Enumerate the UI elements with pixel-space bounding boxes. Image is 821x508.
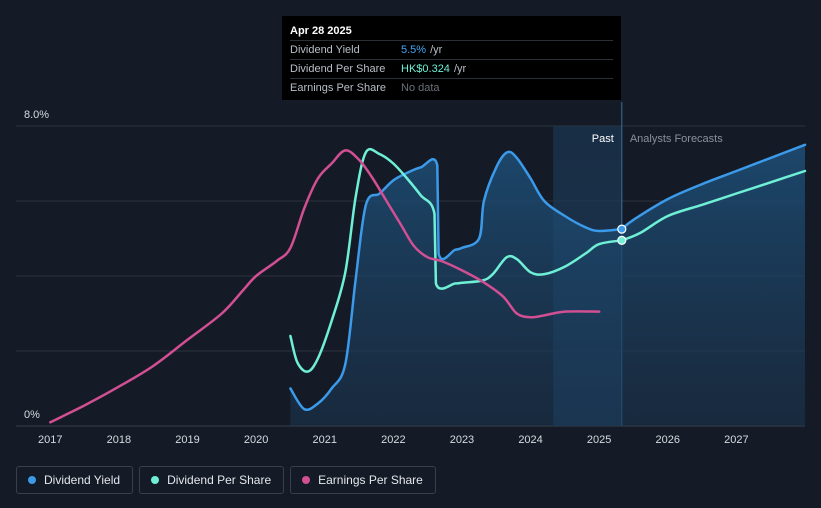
- line-layer: [49, 143, 807, 424]
- x-tick-label: 2024: [518, 434, 542, 446]
- tooltip-label: Dividend Yield: [290, 44, 360, 56]
- dividend-yield-line: [289, 150, 624, 412]
- x-tick-label: 2026: [656, 434, 680, 446]
- dividend-yield-marker: [617, 224, 627, 234]
- x-tick-label: 2021: [312, 434, 336, 446]
- tooltip: Apr 28 2025 Dividend Yield 5.5% /yr Divi…: [282, 16, 621, 100]
- earnings-per-share-line: [49, 149, 601, 424]
- tooltip-row-dividend-per-share: Dividend Per Share HK$0.324 /yr: [290, 60, 613, 79]
- tooltip-row-earnings-per-share: Earnings Per Share No data: [290, 79, 613, 97]
- legend-label: Earnings Per Share: [318, 473, 423, 487]
- x-tick-label: 2027: [724, 434, 748, 446]
- x-tick-label: 2018: [107, 434, 131, 446]
- dividend-yield-forecast-line: [620, 143, 807, 231]
- label-layer: 8.0% 0% 2017 2018 2019 2020 2021 2022 2023 2024 20…: [24, 109, 749, 446]
- tooltip-value: No data: [401, 82, 440, 94]
- tooltip-value: HK$0.324: [401, 63, 450, 75]
- dividend-per-share-line: [289, 147, 624, 373]
- legend: Dividend Yield Dividend Per Share Earnin…: [16, 466, 436, 494]
- legend-dot-icon: [302, 476, 311, 484]
- y-tick-label: 8.0%: [24, 109, 49, 121]
- legend-item-dividend-yield[interactable]: Dividend Yield: [16, 466, 134, 494]
- forecast-label: Analysts Forecasts: [630, 133, 723, 145]
- tooltip-date: Apr 28 2025: [290, 22, 613, 41]
- x-tick-label: 2025: [587, 434, 611, 446]
- x-tick-label: 2017: [38, 434, 62, 446]
- tooltip-label: Earnings Per Share: [290, 82, 386, 94]
- legend-dot-icon: [28, 476, 36, 484]
- tooltip-label: Dividend Per Share: [290, 63, 386, 75]
- tooltip-value: 5.5%: [401, 44, 427, 56]
- legend-item-earnings-per-share[interactable]: Earnings Per Share: [290, 466, 436, 494]
- area-layer: [290, 144, 805, 427]
- tooltip-unit: /yr: [453, 63, 467, 75]
- legend-item-dividend-per-share[interactable]: Dividend Per Share: [139, 466, 285, 494]
- dividend-per-share-marker: [617, 235, 627, 245]
- legend-label: Dividend Yield: [44, 473, 121, 487]
- legend-dot-icon: [151, 476, 160, 484]
- x-tick-label: 2022: [381, 434, 405, 446]
- x-tick-label: 2023: [450, 434, 474, 446]
- dividend-per-share-forecast-line: [620, 169, 807, 242]
- x-tick-label: 2019: [175, 434, 199, 446]
- x-tick-label: 2020: [244, 434, 268, 446]
- y-tick-label: 0%: [24, 409, 40, 421]
- tooltip-unit: /yr: [430, 44, 443, 56]
- legend-label: Dividend Per Share: [167, 473, 272, 487]
- tooltip-row-dividend-yield: Dividend Yield 5.5% /yr: [290, 41, 613, 60]
- past-label: Past: [592, 133, 614, 145]
- dividend-yield-area: [290, 144, 805, 427]
